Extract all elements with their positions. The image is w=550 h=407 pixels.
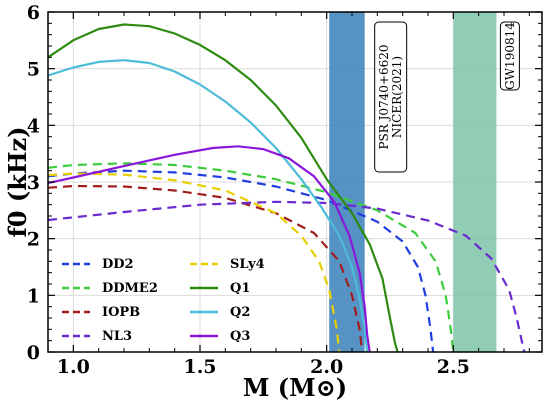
y-tick-label-3: 3 [27, 172, 40, 194]
series-lines [48, 23, 526, 352]
x-axis-title: M (M⊙) [243, 373, 347, 402]
y-tick-label-0: 0 [27, 342, 40, 364]
y-tick-label-2: 2 [27, 229, 40, 251]
x-tick-label-0: 1.0 [57, 356, 90, 378]
legend-label-sly4: SLy4 [230, 257, 265, 272]
y-tick-label-6: 6 [27, 2, 40, 24]
x-tick-label-2: 2.0 [310, 356, 343, 378]
series-line-ddme2 [48, 162, 455, 352]
series-line-q2 [48, 59, 369, 352]
y-axis-title: f0 (kHz) [3, 126, 32, 237]
y-tick-label-4: 4 [27, 115, 40, 137]
y-tick-label-1: 1 [27, 285, 40, 307]
series-line-sly4 [48, 172, 341, 352]
band-label-box-0 [374, 21, 408, 173]
legend-label-q2: Q2 [230, 305, 250, 320]
series-line-q1 [48, 23, 399, 352]
series-line-iopb [48, 184, 364, 352]
legend-label-dd2: DD2 [102, 257, 134, 272]
band-label-box-1 [499, 21, 520, 91]
series-line-dd2 [48, 169, 435, 352]
legend-label-q3: Q3 [230, 329, 250, 344]
band-label-0-1: NICER(2021) [390, 56, 404, 138]
series-line-nl3 [48, 200, 526, 352]
band-labels: PSR J0740+6620 NICER(2021) GW190814 [374, 21, 520, 173]
band-1 [453, 12, 497, 352]
band-label-1-0: GW190814 [503, 22, 517, 90]
legend: DD2 DDME2 IOPB NL3 SLy4 Q1 Q2 Q3 [62, 257, 265, 344]
legend-label-q1: Q1 [230, 281, 250, 296]
series-line-q3 [48, 145, 371, 352]
legend-label-ddme2: DDME2 [102, 281, 158, 296]
axis-ticks: 1.0 1.5 2.0 2.5 0 1 2 3 4 5 6 [27, 2, 542, 378]
y-tick-label-5: 5 [27, 59, 40, 81]
x-tick-label-1: 1.5 [183, 356, 216, 378]
x-tick-label-3: 2.5 [437, 356, 470, 378]
band-label-0-0: PSR J0740+6620 [377, 44, 391, 149]
legend-label-nl3: NL3 [102, 329, 132, 344]
legend-label-iopb: IOPB [102, 305, 140, 320]
